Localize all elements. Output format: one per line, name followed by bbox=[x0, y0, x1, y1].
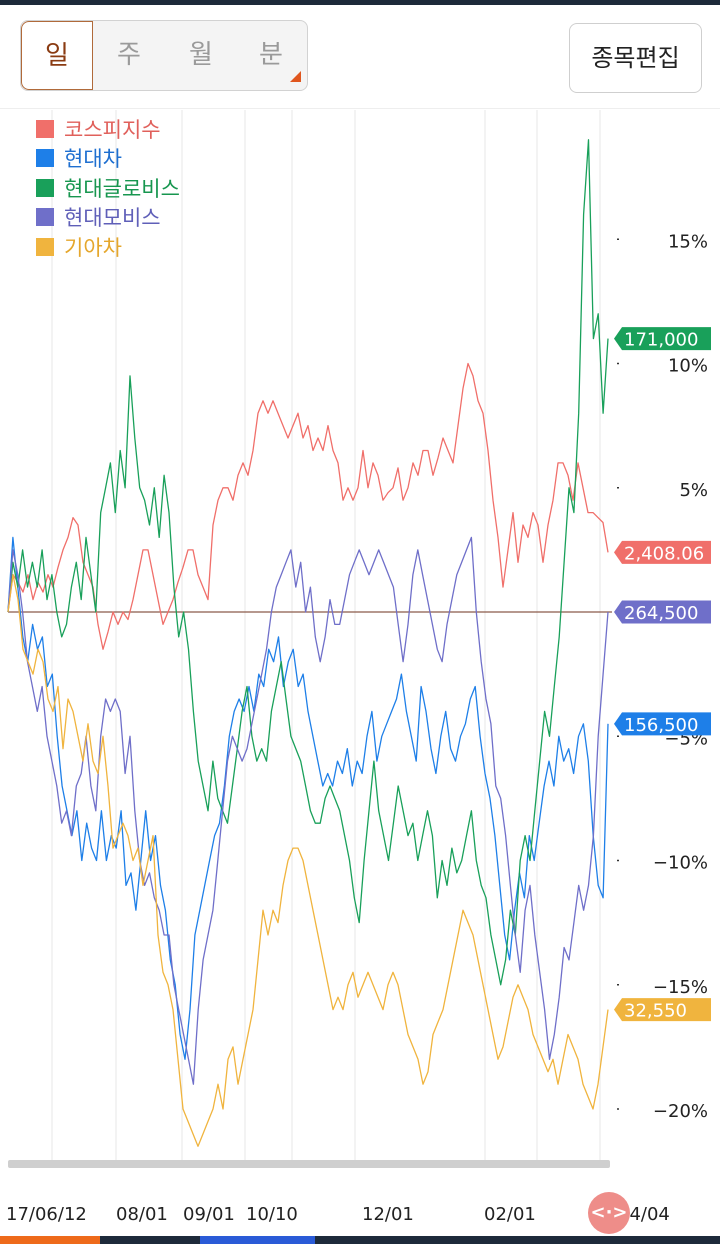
y-tick-label: 10% bbox=[668, 356, 708, 377]
period-tabs: 일 주 월 분 bbox=[20, 20, 308, 91]
x-tick-label: 02/01 bbox=[484, 1204, 536, 1225]
tab-day[interactable]: 일 bbox=[21, 21, 93, 90]
chart-navigate-button[interactable]: <·> bbox=[588, 1192, 630, 1234]
end-value-tag-1 bbox=[614, 712, 711, 736]
legend-item-kospi: 코스피지수 bbox=[36, 114, 180, 144]
y-tick-label: −10% bbox=[653, 853, 708, 874]
end-value-tag-0 bbox=[614, 540, 711, 564]
y-tick-label: 15% bbox=[668, 231, 708, 252]
comparison-line-chart: 15%10%5%0%−5%−10%−15%−20%2,408.06156,500… bbox=[6, 110, 711, 1225]
end-value-label-4: 32,550 bbox=[624, 1001, 687, 1022]
legend-item-kia: 기아차 bbox=[36, 232, 180, 262]
x-tick-label: 08/01 bbox=[116, 1204, 168, 1225]
x-tick-label: 17/06/12 bbox=[6, 1204, 87, 1225]
legend-item-mobis: 현대모비스 bbox=[36, 203, 180, 233]
x-tick-label: 09/01 bbox=[183, 1204, 235, 1225]
edit-stocks-button[interactable]: 종목편집 bbox=[569, 23, 702, 93]
end-value-tag-3 bbox=[614, 600, 711, 624]
series-line-4 bbox=[7, 574, 609, 1147]
legend-label-kospi: 코스피지수 bbox=[64, 117, 161, 142]
y-tick-label: −15% bbox=[653, 977, 708, 998]
legend-label-kia: 기아차 bbox=[64, 235, 122, 260]
end-value-label-2: 171,000 bbox=[624, 330, 698, 351]
series-line-3 bbox=[7, 536, 609, 1085]
legend-label-glovis: 현대글로비스 bbox=[64, 176, 180, 201]
series-line-1 bbox=[7, 536, 609, 1060]
top-border bbox=[0, 0, 720, 5]
tab-week[interactable]: 주 bbox=[117, 40, 141, 70]
bottom-bar-segment bbox=[0, 1236, 100, 1244]
legend-swatch-kia bbox=[36, 237, 54, 256]
end-value-tag-4 bbox=[614, 998, 711, 1022]
divider bbox=[0, 108, 720, 109]
legend-swatch-mobis bbox=[36, 208, 54, 227]
bottom-bar bbox=[0, 1236, 720, 1244]
bottom-bar-segment bbox=[200, 1236, 315, 1244]
legend-item-hyundai-motor: 현대차 bbox=[36, 144, 180, 174]
end-value-label-1: 156,500 bbox=[624, 715, 698, 736]
legend-swatch-glovis bbox=[36, 178, 54, 197]
chart-scrollbar bbox=[8, 1160, 610, 1168]
x-tick-label: 10/10 bbox=[246, 1204, 298, 1225]
tab-minute[interactable]: 분 bbox=[259, 40, 283, 70]
dropdown-corner-icon bbox=[290, 71, 301, 82]
x-tick-label: 12/01 bbox=[362, 1204, 414, 1225]
end-value-label-3: 264,500 bbox=[624, 603, 698, 624]
tab-month[interactable]: 월 bbox=[189, 40, 213, 70]
legend-item-glovis: 현대글로비스 bbox=[36, 173, 180, 203]
legend-swatch-kospi bbox=[36, 119, 54, 138]
legend-swatch-hyundai-motor bbox=[36, 149, 54, 168]
y-tick-label: −20% bbox=[653, 1101, 708, 1122]
legend-label-hyundai-motor: 현대차 bbox=[64, 147, 122, 172]
series-line-2 bbox=[7, 139, 609, 986]
legend-label-mobis: 현대모비스 bbox=[64, 206, 161, 231]
end-value-tag-2 bbox=[614, 327, 711, 351]
series-line-0 bbox=[7, 362, 609, 650]
end-value-label-0: 2,408.06 bbox=[624, 543, 704, 564]
y-tick-label: 5% bbox=[679, 480, 708, 501]
x-tick-label: 04/04 bbox=[618, 1204, 670, 1225]
chart-legend: 코스피지수 현대차 현대글로비스 현대모비스 기아차 bbox=[36, 114, 180, 262]
